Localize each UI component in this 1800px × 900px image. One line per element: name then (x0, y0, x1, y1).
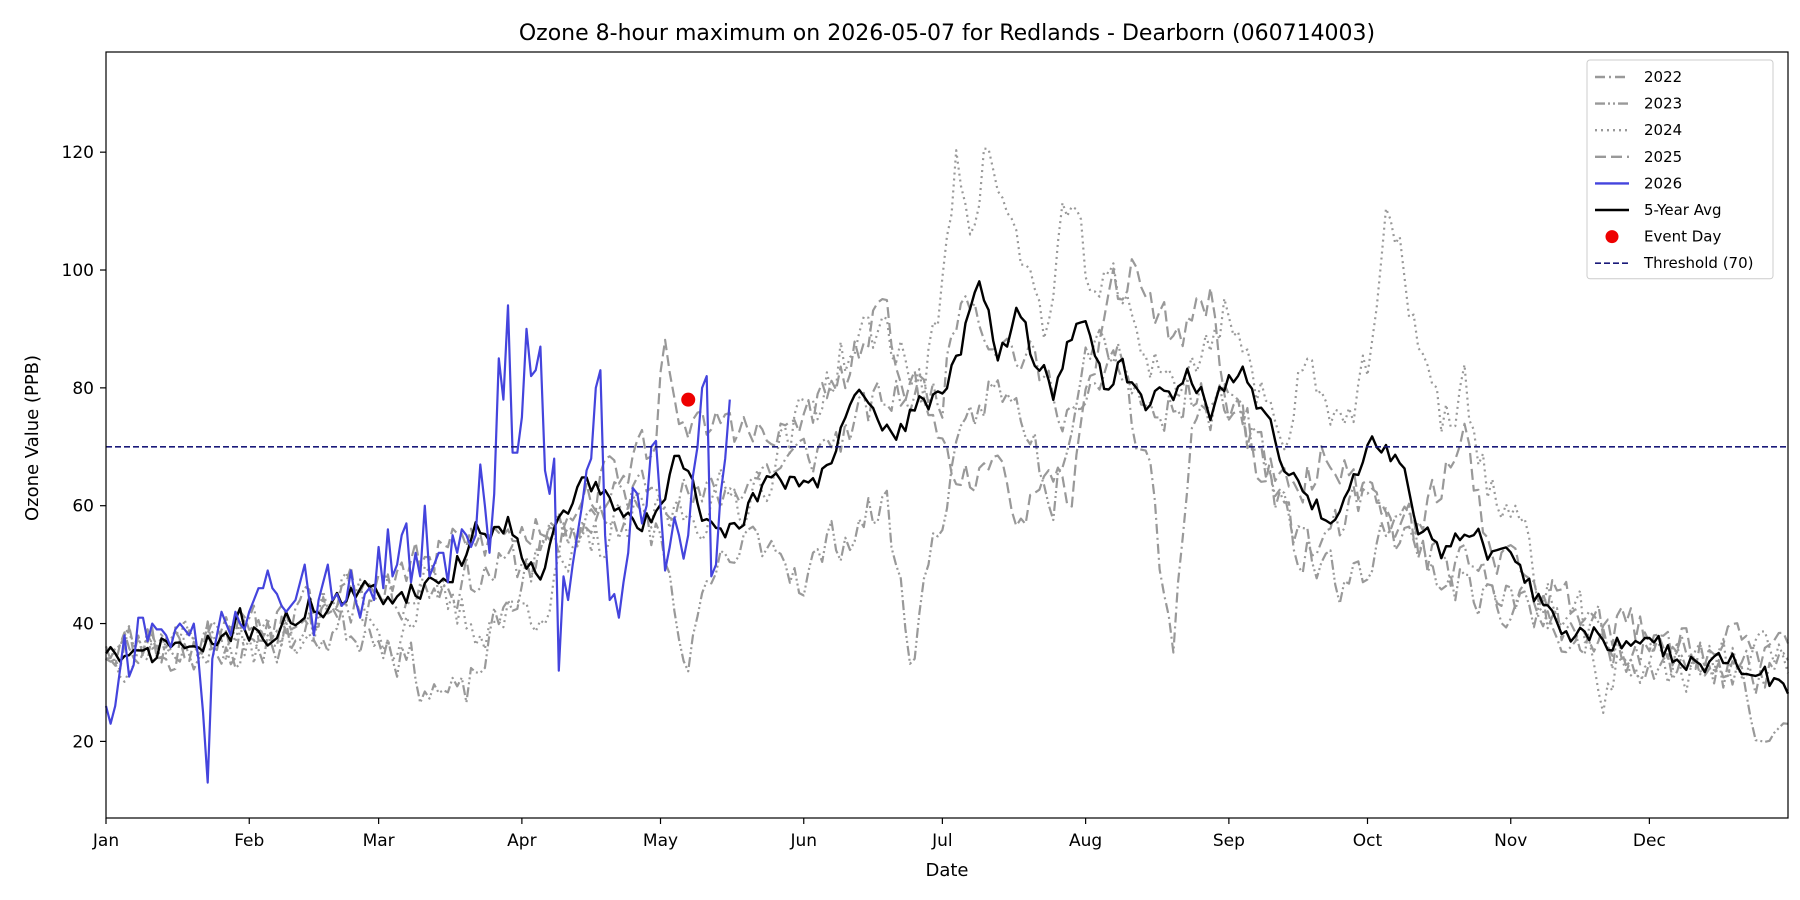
x-tick-label: May (643, 831, 678, 851)
x-tick-label: Apr (507, 831, 536, 851)
event-day-marker (681, 392, 696, 407)
legend-label-2026: 2026 (1644, 174, 1682, 192)
legend-swatch-event-day (1605, 230, 1619, 244)
legend-label-threshold-70-: Threshold (70) (1643, 254, 1753, 272)
series-line-2022 (105, 295, 1789, 695)
plot-frame (105, 51, 1789, 819)
series-layer (104, 147, 1790, 784)
y-tick-label: 120 (62, 143, 94, 163)
legend: 2022 2023 2024 2025 2026 5-Year Avg Event Day T… (1586, 59, 1774, 280)
series-line-2026 (104, 304, 731, 784)
x-axis-ticks: Jan Feb Mar Apr May Jun Jul Aug Sep Oct Nov Dec (92, 818, 1666, 851)
legend-label-5-year-avg: 5-Year Avg (1644, 201, 1721, 219)
y-tick-label: 80 (72, 379, 94, 399)
legend-label-2023: 2023 (1644, 95, 1682, 113)
x-tick-label: Nov (1494, 831, 1527, 851)
x-tick-label: Sep (1213, 831, 1245, 851)
y-tick-label: 60 (72, 497, 94, 517)
x-tick-label: Oct (1353, 831, 1383, 851)
y-tick-label: 100 (62, 261, 94, 281)
chart-title: Ozone 8-hour maximum on 2026-05-07 for R… (519, 21, 1375, 46)
series-line-2023 (105, 328, 1789, 743)
y-axis-ticks: 20 40 60 80 100 120 (62, 143, 106, 752)
x-tick-label: Aug (1069, 831, 1102, 851)
x-tick-label: Jul (931, 831, 953, 851)
x-tick-label: Jan (92, 831, 119, 851)
x-axis-label: Date (925, 860, 968, 881)
x-tick-label: Feb (234, 831, 264, 851)
legend-label-2025: 2025 (1644, 148, 1682, 166)
legend-label-event-day: Event Day (1644, 228, 1721, 246)
series-line-2025 (104, 258, 1790, 672)
legend-box (1586, 59, 1774, 280)
x-tick-label: Dec (1633, 831, 1666, 851)
legend-label-2022: 2022 (1644, 68, 1682, 86)
y-axis-label: Ozone Value (PPB) (22, 355, 43, 521)
x-tick-label: Jun (789, 831, 817, 851)
y-tick-label: 40 (72, 615, 94, 635)
series-line-5-year-avg (105, 280, 1790, 695)
marker-layer (681, 392, 696, 407)
series-line-2024 (104, 147, 1790, 714)
x-tick-label: Mar (363, 831, 395, 851)
legend-label-2024: 2024 (1644, 121, 1682, 139)
y-tick-label: 20 (72, 732, 94, 752)
